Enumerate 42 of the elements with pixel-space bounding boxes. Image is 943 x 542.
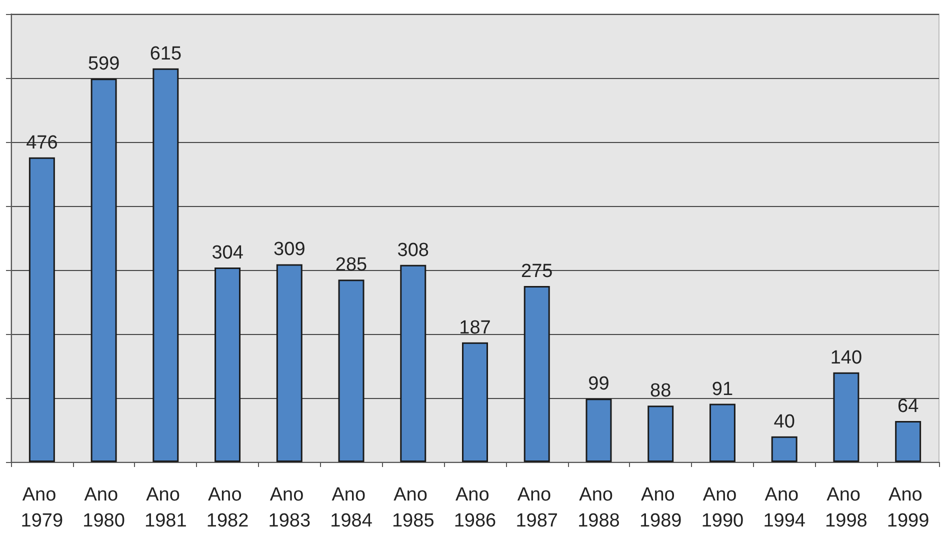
data-label: 309: [274, 239, 306, 260]
data-label: 99: [588, 374, 610, 395]
bar: [338, 280, 364, 462]
x-tick-label: Ano 1983: [268, 484, 311, 532]
bar: [152, 68, 179, 462]
bar: [400, 264, 426, 462]
x-tick-label: Ano 1981: [144, 484, 187, 532]
bar: [28, 157, 55, 462]
x-tick-label: Ano 1988: [578, 484, 620, 532]
x-tick-label: Ano 1982: [206, 484, 249, 532]
data-label: 304: [212, 242, 244, 264]
x-tick-label: Ano 1994: [763, 484, 806, 532]
x-tick-label: Ano 1979: [20, 484, 64, 532]
x-tick-label: Ano 1987: [516, 484, 558, 532]
bar: [276, 264, 302, 462]
x-tick-label: Ano 1989: [639, 484, 682, 532]
bar: [462, 342, 488, 462]
data-label: 64: [897, 396, 920, 418]
bar: [648, 406, 674, 462]
bar: [90, 78, 117, 462]
data-label: 308: [397, 240, 429, 261]
data-label: 599: [88, 54, 120, 75]
data-label: 40: [774, 411, 795, 432]
bar: [709, 404, 736, 462]
bar: [895, 421, 922, 462]
x-tick-label: Ano 1980: [82, 484, 125, 532]
bar: [214, 267, 241, 462]
bar: [833, 372, 860, 462]
bar: [771, 436, 798, 462]
bar: [586, 398, 612, 462]
x-tick-label: Ano 1985: [392, 484, 434, 532]
bar: [524, 286, 550, 462]
data-label: 91: [712, 378, 734, 400]
x-tick-label: Ano 1999: [886, 484, 930, 532]
data-label: 615: [150, 43, 182, 64]
data-label: 88: [650, 380, 672, 402]
x-tick-label: Ano 1984: [330, 484, 373, 532]
x-tick-label: Ano 1986: [454, 484, 496, 532]
x-tick-label: Ano 1998: [825, 484, 868, 532]
x-tick-label: Ano 1990: [701, 484, 744, 532]
data-label: 140: [830, 347, 862, 368]
data-label: 187: [459, 317, 491, 338]
